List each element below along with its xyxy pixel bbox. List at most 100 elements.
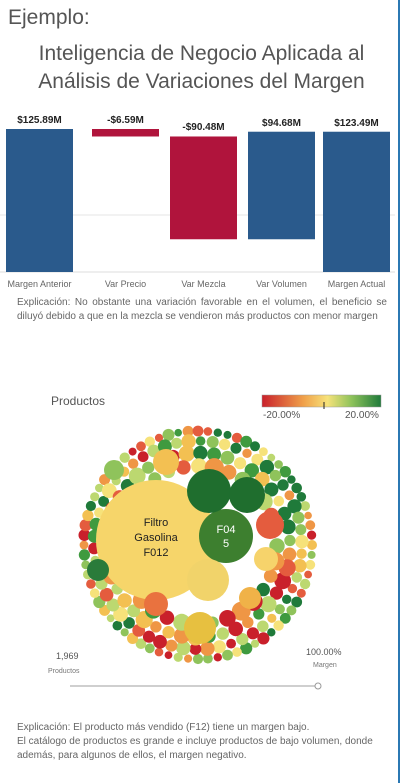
bubble[interactable] <box>232 647 242 657</box>
bubble[interactable] <box>106 598 120 612</box>
bubble[interactable] <box>286 605 297 616</box>
bubble[interactable] <box>220 450 235 465</box>
bubble[interactable] <box>274 604 285 615</box>
bubble[interactable] <box>273 620 284 631</box>
bubble[interactable] <box>144 643 155 654</box>
bubble[interactable] <box>293 559 307 573</box>
bubble[interactable] <box>279 466 291 478</box>
bubble[interactable] <box>254 547 278 571</box>
bubble[interactable] <box>253 608 265 620</box>
bubble[interactable] <box>299 578 311 590</box>
bubble[interactable] <box>244 463 259 478</box>
bubble[interactable] <box>274 572 292 590</box>
bubble[interactable] <box>250 441 260 452</box>
waterfall-bar-var-volumen[interactable] <box>248 131 315 240</box>
bubble[interactable] <box>295 534 309 549</box>
bubble[interactable] <box>78 549 90 561</box>
bubble[interactable] <box>117 593 132 608</box>
bubble[interactable] <box>200 641 215 656</box>
bubble[interactable] <box>250 639 260 648</box>
bubble[interactable] <box>90 492 100 502</box>
bubble[interactable] <box>101 483 117 499</box>
bubble[interactable] <box>259 459 275 475</box>
waterfall-bar-var-precio[interactable] <box>92 129 159 137</box>
bubble[interactable] <box>165 639 178 652</box>
bubble[interactable] <box>192 425 204 437</box>
bubble[interactable] <box>291 572 303 583</box>
bubble[interactable] <box>206 436 219 448</box>
bubble[interactable] <box>82 509 94 522</box>
bubble[interactable] <box>203 427 213 436</box>
bubble[interactable] <box>112 620 123 631</box>
bubble-filtro-gasolina[interactable] <box>96 480 216 600</box>
bubble[interactable] <box>144 436 155 447</box>
waterfall-bar-margen-actual[interactable] <box>323 131 390 272</box>
bubble[interactable] <box>135 638 147 649</box>
bubble[interactable] <box>222 649 233 661</box>
bubble[interactable] <box>193 445 208 461</box>
bubble[interactable] <box>79 540 89 550</box>
bubble[interactable] <box>307 540 317 550</box>
bubble[interactable] <box>279 612 291 624</box>
bubble[interactable] <box>269 469 282 482</box>
waterfall-bar-var-mezcla[interactable] <box>170 136 237 240</box>
bubble[interactable] <box>95 483 104 493</box>
bubble[interactable] <box>295 524 307 536</box>
waterfall-bar-margen-anterior[interactable] <box>6 129 73 272</box>
bubble[interactable] <box>178 445 195 462</box>
bubble[interactable] <box>282 594 292 604</box>
bubble[interactable] <box>181 434 196 449</box>
bubble[interactable] <box>228 621 243 637</box>
bubble[interactable] <box>187 559 229 601</box>
bubble[interactable] <box>79 519 92 532</box>
bubble[interactable] <box>230 442 242 454</box>
bubble[interactable] <box>240 642 253 655</box>
bubble[interactable] <box>296 548 307 559</box>
bubble[interactable] <box>137 451 149 463</box>
bubble[interactable] <box>304 511 312 520</box>
bubble[interactable] <box>257 632 270 645</box>
bubble[interactable] <box>216 627 229 640</box>
bubble[interactable] <box>282 547 297 562</box>
bubble[interactable] <box>274 460 283 469</box>
bubble[interactable] <box>300 501 310 511</box>
bubble[interactable] <box>195 436 206 446</box>
bubble[interactable] <box>284 490 295 501</box>
bubble[interactable] <box>136 441 146 452</box>
bubble[interactable] <box>85 500 96 512</box>
bubble[interactable] <box>128 447 137 456</box>
bubble[interactable] <box>260 596 277 613</box>
bubble[interactable] <box>251 453 264 466</box>
bubble[interactable] <box>240 435 253 448</box>
bubble[interactable] <box>154 647 164 657</box>
bubble[interactable] <box>203 653 213 664</box>
bubble[interactable] <box>176 460 191 475</box>
bubble[interactable] <box>142 630 156 643</box>
bubble[interactable] <box>256 582 270 597</box>
bubble[interactable] <box>305 520 316 531</box>
bubble[interactable] <box>284 534 296 547</box>
bubble[interactable] <box>223 430 232 439</box>
bubble[interactable] <box>267 613 277 623</box>
bubble[interactable] <box>246 627 259 640</box>
bubble[interactable] <box>267 453 276 462</box>
bubble[interactable] <box>269 586 284 600</box>
bubble[interactable] <box>171 437 183 449</box>
bubble[interactable] <box>113 607 128 622</box>
bubble[interactable] <box>150 621 162 633</box>
bubble[interactable] <box>257 620 269 633</box>
bubble[interactable] <box>119 452 130 463</box>
bubble[interactable] <box>98 496 109 507</box>
bubble[interactable] <box>176 640 191 656</box>
bubble[interactable] <box>296 492 307 502</box>
bubble[interactable] <box>242 448 252 458</box>
bubble[interactable] <box>184 612 216 644</box>
bubble[interactable] <box>267 628 276 637</box>
bubble[interactable] <box>212 640 226 654</box>
bubble[interactable] <box>234 457 247 470</box>
bubble[interactable] <box>144 592 168 616</box>
bubble[interactable] <box>213 428 222 437</box>
bubble[interactable] <box>184 654 193 663</box>
bubble[interactable] <box>192 653 204 665</box>
bubble[interactable] <box>291 596 303 608</box>
